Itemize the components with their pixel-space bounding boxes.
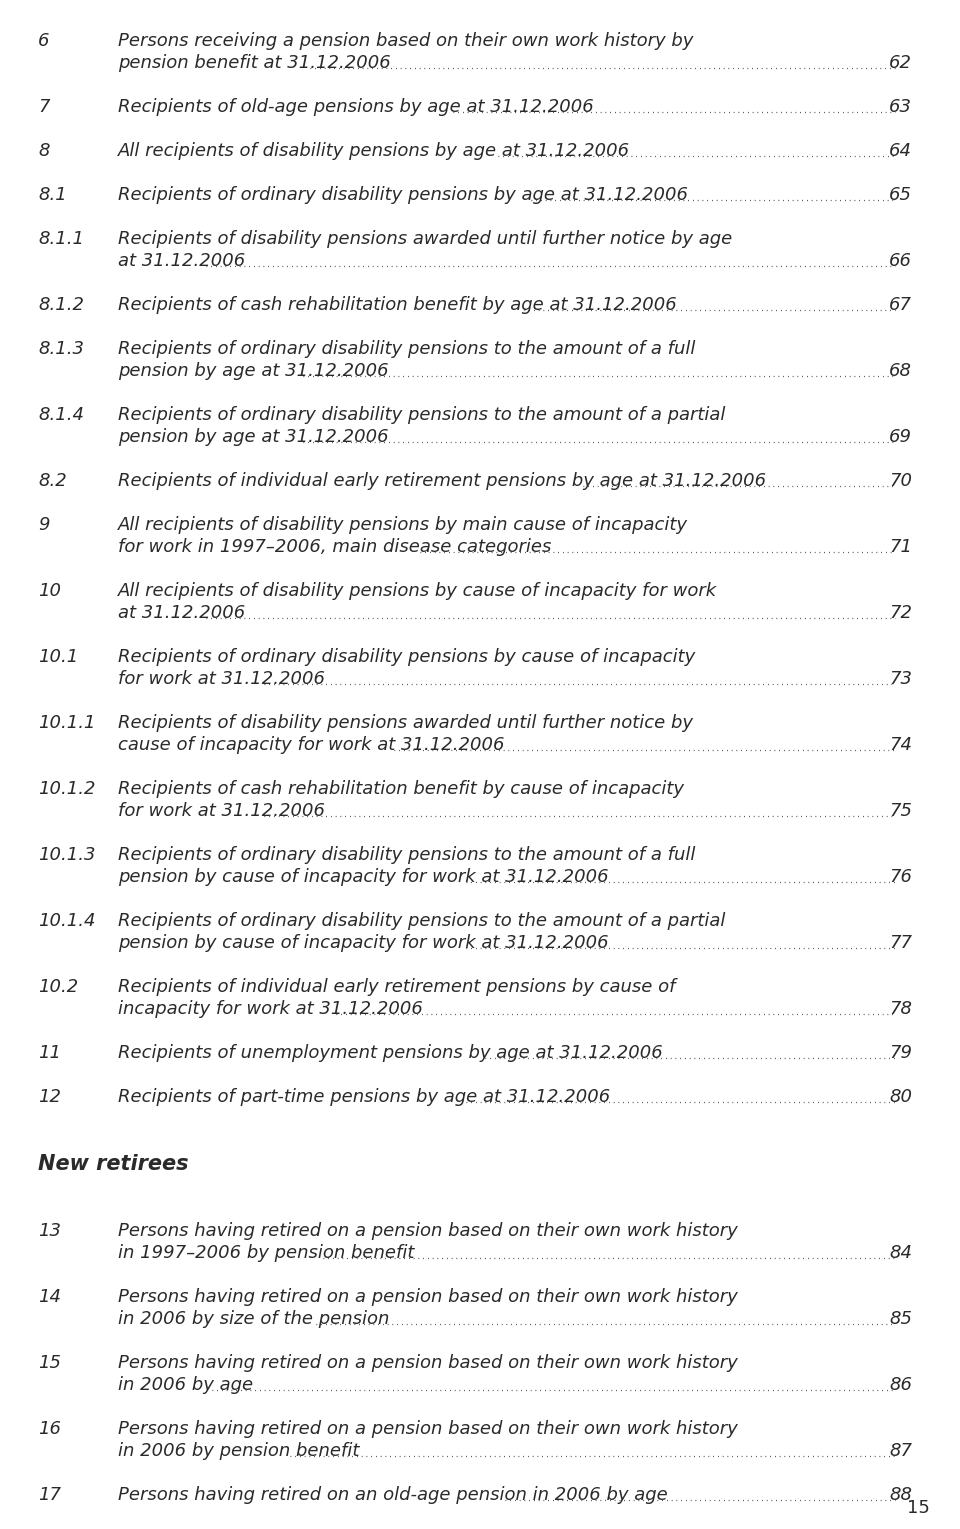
Text: at 31.12.2006: at 31.12.2006 xyxy=(118,604,245,622)
Text: Recipients of unemployment pensions by age at 31.12.2006: Recipients of unemployment pensions by a… xyxy=(118,1044,662,1063)
Text: 15: 15 xyxy=(38,1355,61,1372)
Text: 15: 15 xyxy=(907,1498,930,1517)
Text: 10.2: 10.2 xyxy=(38,979,79,995)
Text: for work at 31.12.2006: for work at 31.12.2006 xyxy=(118,803,325,820)
Text: 10.1.3: 10.1.3 xyxy=(38,846,95,864)
Text: Persons having retired on a pension based on their own work history: Persons having retired on a pension base… xyxy=(118,1287,737,1306)
Text: 88: 88 xyxy=(889,1486,912,1505)
Text: 65: 65 xyxy=(889,187,912,203)
Text: 71: 71 xyxy=(889,538,912,557)
Text: Recipients of ordinary disability pensions to the amount of a partial: Recipients of ordinary disability pensio… xyxy=(118,911,726,930)
Text: in 2006 by pension benefit: in 2006 by pension benefit xyxy=(118,1442,359,1460)
Text: 8.2: 8.2 xyxy=(38,472,67,489)
Text: 14: 14 xyxy=(38,1287,61,1306)
Text: Persons having retired on an old-age pension in 2006 by age: Persons having retired on an old-age pen… xyxy=(118,1486,668,1505)
Text: 10.1: 10.1 xyxy=(38,648,79,667)
Text: 80: 80 xyxy=(889,1089,912,1105)
Text: 86: 86 xyxy=(889,1376,912,1394)
Text: Persons having retired on a pension based on their own work history: Persons having retired on a pension base… xyxy=(118,1420,737,1437)
Text: 66: 66 xyxy=(889,252,912,271)
Text: 87: 87 xyxy=(889,1442,912,1460)
Text: Recipients of part-time pensions by age at 31.12.2006: Recipients of part-time pensions by age … xyxy=(118,1089,611,1105)
Text: 79: 79 xyxy=(889,1044,912,1063)
Text: 78: 78 xyxy=(889,1000,912,1018)
Text: Recipients of ordinary disability pensions to the amount of a full: Recipients of ordinary disability pensio… xyxy=(118,339,695,358)
Text: 12: 12 xyxy=(38,1089,61,1105)
Text: Recipients of disability pensions awarded until further notice by age: Recipients of disability pensions awarde… xyxy=(118,229,732,248)
Text: 10.1.1: 10.1.1 xyxy=(38,714,95,732)
Text: Persons having retired on a pension based on their own work history: Persons having retired on a pension base… xyxy=(118,1222,737,1240)
Text: 8: 8 xyxy=(38,142,50,161)
Text: incapacity for work at 31.12.2006: incapacity for work at 31.12.2006 xyxy=(118,1000,422,1018)
Text: 13: 13 xyxy=(38,1222,61,1240)
Text: 63: 63 xyxy=(889,98,912,116)
Text: pension by cause of incapacity for work at 31.12.2006: pension by cause of incapacity for work … xyxy=(118,868,609,885)
Text: in 1997–2006 by pension benefit: in 1997–2006 by pension benefit xyxy=(118,1245,415,1261)
Text: 9: 9 xyxy=(38,515,50,534)
Text: All recipients of disability pensions by cause of incapacity for work: All recipients of disability pensions by… xyxy=(118,583,717,599)
Text: All recipients of disability pensions by age at 31.12.2006: All recipients of disability pensions by… xyxy=(118,142,630,161)
Text: 74: 74 xyxy=(889,735,912,754)
Text: 76: 76 xyxy=(889,868,912,885)
Text: Recipients of cash rehabilitation benefit by age at 31.12.2006: Recipients of cash rehabilitation benefi… xyxy=(118,297,677,313)
Text: 8.1: 8.1 xyxy=(38,187,67,203)
Text: pension benefit at 31.12.2006: pension benefit at 31.12.2006 xyxy=(118,54,391,72)
Text: 67: 67 xyxy=(889,297,912,313)
Text: pension by age at 31.12.2006: pension by age at 31.12.2006 xyxy=(118,362,389,381)
Text: Persons receiving a pension based on their own work history by: Persons receiving a pension based on the… xyxy=(118,32,693,50)
Text: for work at 31.12.2006: for work at 31.12.2006 xyxy=(118,670,325,688)
Text: Recipients of ordinary disability pensions to the amount of a partial: Recipients of ordinary disability pensio… xyxy=(118,407,726,424)
Text: Recipients of ordinary disability pensions by age at 31.12.2006: Recipients of ordinary disability pensio… xyxy=(118,187,688,203)
Text: pension by cause of incapacity for work at 31.12.2006: pension by cause of incapacity for work … xyxy=(118,934,609,953)
Text: 68: 68 xyxy=(889,362,912,381)
Text: New retirees: New retirees xyxy=(38,1154,188,1174)
Text: 85: 85 xyxy=(889,1310,912,1329)
Text: cause of incapacity for work at 31.12.2006: cause of incapacity for work at 31.12.20… xyxy=(118,735,505,754)
Text: Recipients of ordinary disability pensions to the amount of a full: Recipients of ordinary disability pensio… xyxy=(118,846,695,864)
Text: 7: 7 xyxy=(38,98,50,116)
Text: 16: 16 xyxy=(38,1420,61,1437)
Text: 8.1.2: 8.1.2 xyxy=(38,297,84,313)
Text: 64: 64 xyxy=(889,142,912,161)
Text: 10.1.2: 10.1.2 xyxy=(38,780,95,798)
Text: pension by age at 31.12.2006: pension by age at 31.12.2006 xyxy=(118,428,389,446)
Text: 73: 73 xyxy=(889,670,912,688)
Text: Recipients of cash rehabilitation benefit by cause of incapacity: Recipients of cash rehabilitation benefi… xyxy=(118,780,684,798)
Text: Recipients of individual early retirement pensions by age at 31.12.2006: Recipients of individual early retiremen… xyxy=(118,472,766,489)
Text: Recipients of ordinary disability pensions by cause of incapacity: Recipients of ordinary disability pensio… xyxy=(118,648,695,667)
Text: 69: 69 xyxy=(889,428,912,446)
Text: Recipients of old-age pensions by age at 31.12.2006: Recipients of old-age pensions by age at… xyxy=(118,98,593,116)
Text: 84: 84 xyxy=(889,1245,912,1261)
Text: 10.1.4: 10.1.4 xyxy=(38,911,95,930)
Text: 10: 10 xyxy=(38,583,61,599)
Text: 17: 17 xyxy=(38,1486,61,1505)
Text: 11: 11 xyxy=(38,1044,61,1063)
Text: 6: 6 xyxy=(38,32,50,50)
Text: 75: 75 xyxy=(889,803,912,820)
Text: 70: 70 xyxy=(889,472,912,489)
Text: 8.1.4: 8.1.4 xyxy=(38,407,84,424)
Text: 72: 72 xyxy=(889,604,912,622)
Text: Recipients of individual early retirement pensions by cause of: Recipients of individual early retiremen… xyxy=(118,979,676,995)
Text: in 2006 by age: in 2006 by age xyxy=(118,1376,253,1394)
Text: 8.1.3: 8.1.3 xyxy=(38,339,84,358)
Text: Recipients of disability pensions awarded until further notice by: Recipients of disability pensions awarde… xyxy=(118,714,693,732)
Text: All recipients of disability pensions by main cause of incapacity: All recipients of disability pensions by… xyxy=(118,515,688,534)
Text: Persons having retired on a pension based on their own work history: Persons having retired on a pension base… xyxy=(118,1355,737,1372)
Text: 62: 62 xyxy=(889,54,912,72)
Text: in 2006 by size of the pension: in 2006 by size of the pension xyxy=(118,1310,390,1329)
Text: 8.1.1: 8.1.1 xyxy=(38,229,84,248)
Text: 77: 77 xyxy=(889,934,912,953)
Text: at 31.12.2006: at 31.12.2006 xyxy=(118,252,245,271)
Text: for work in 1997–2006, main disease categories: for work in 1997–2006, main disease cate… xyxy=(118,538,551,557)
